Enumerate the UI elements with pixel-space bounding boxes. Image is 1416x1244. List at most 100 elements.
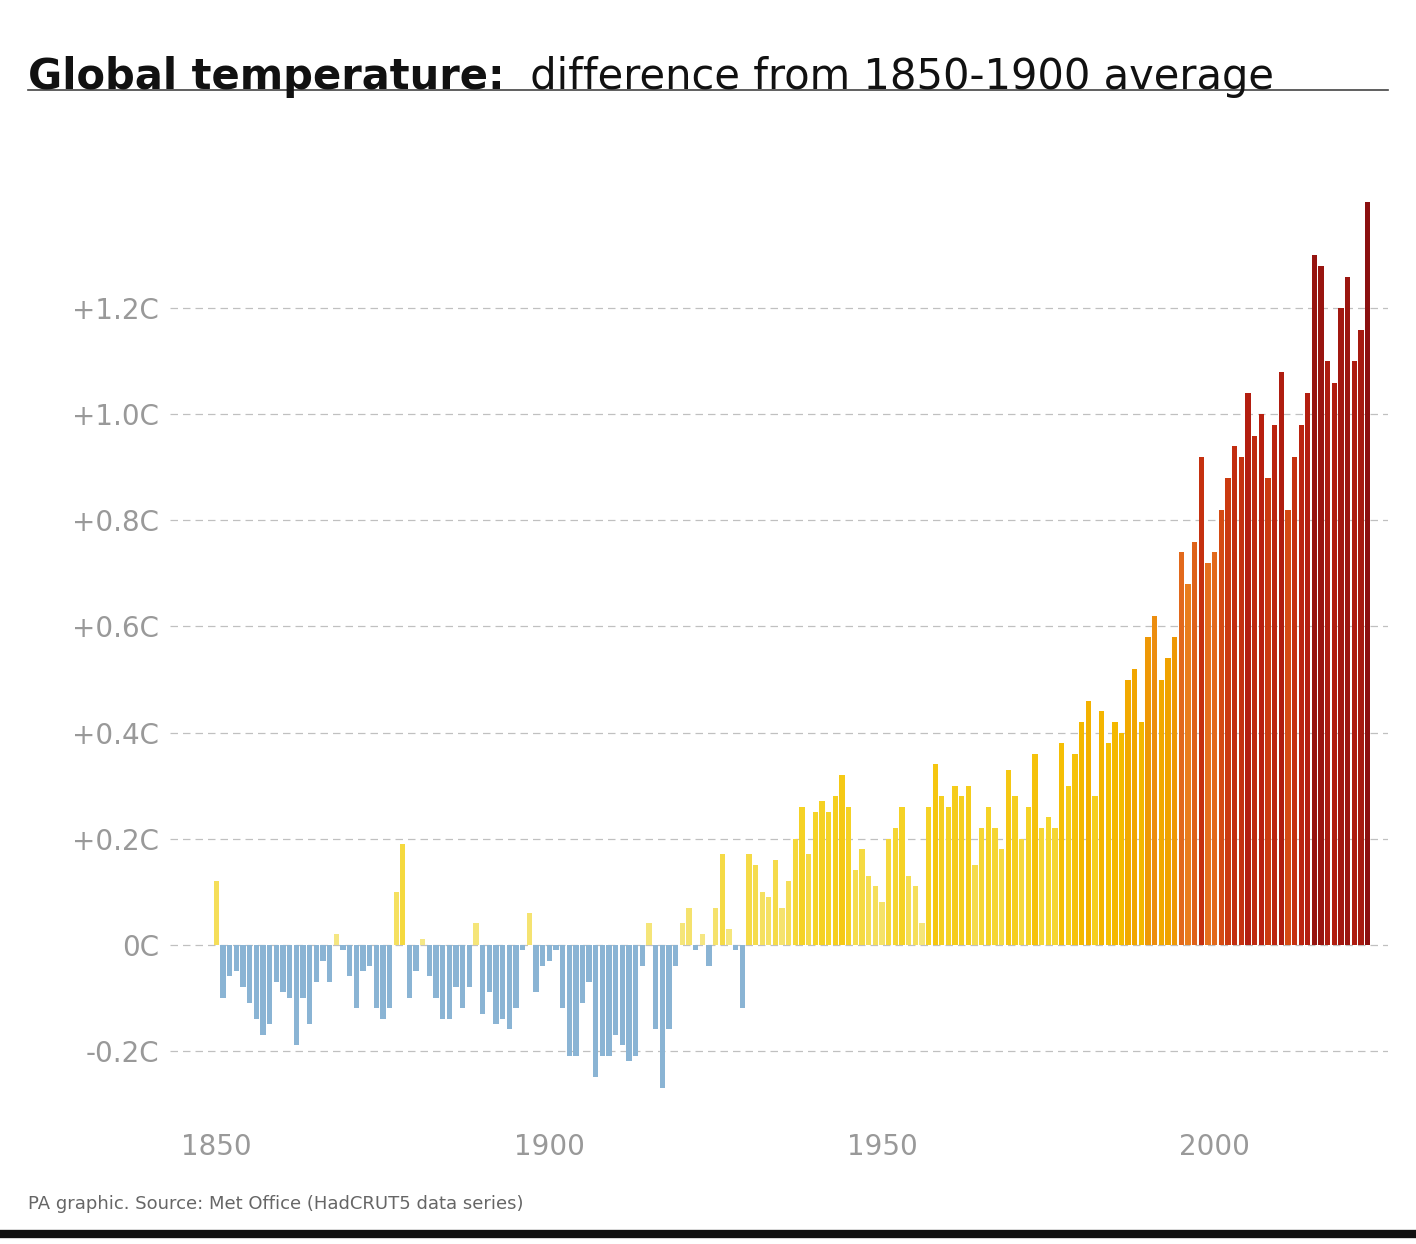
Bar	[1311, 255, 1317, 944]
Bar	[261, 944, 266, 1035]
Bar	[1365, 203, 1371, 944]
Bar	[539, 944, 545, 965]
Bar	[793, 838, 799, 944]
Bar	[1212, 552, 1218, 944]
Bar	[852, 871, 858, 944]
Bar	[692, 944, 698, 950]
Bar	[966, 785, 971, 944]
Bar	[1099, 712, 1104, 944]
Bar	[426, 944, 432, 977]
Bar	[221, 944, 225, 998]
Bar	[413, 944, 419, 972]
Bar	[712, 908, 718, 944]
Text: Global temperature:: Global temperature:	[28, 56, 506, 98]
Bar	[500, 944, 506, 1019]
Bar	[1318, 266, 1324, 944]
Bar	[1185, 585, 1191, 944]
Bar	[779, 908, 784, 944]
Bar	[248, 944, 252, 1003]
Bar	[579, 944, 585, 1003]
Bar	[773, 860, 779, 944]
Bar	[334, 934, 338, 944]
Bar	[1066, 785, 1070, 944]
Bar	[1165, 658, 1171, 944]
Bar	[534, 944, 538, 993]
Bar	[786, 881, 792, 944]
Bar	[753, 865, 758, 944]
Bar	[626, 944, 632, 1061]
Bar	[586, 944, 592, 982]
Bar	[1072, 754, 1078, 944]
Bar	[1245, 393, 1250, 944]
Bar	[566, 944, 572, 1056]
Bar	[600, 944, 605, 1056]
Bar	[1138, 722, 1144, 944]
Bar	[1266, 478, 1270, 944]
Bar	[1106, 743, 1112, 944]
Bar	[733, 944, 738, 950]
Bar	[800, 807, 804, 944]
Bar	[613, 944, 619, 1035]
Bar	[287, 944, 292, 998]
Bar	[1199, 457, 1204, 944]
Bar	[673, 944, 678, 965]
Bar	[1112, 722, 1117, 944]
Bar	[314, 944, 319, 982]
Bar	[273, 944, 279, 982]
Bar	[946, 807, 952, 944]
Bar	[406, 944, 412, 998]
Bar	[480, 944, 486, 1014]
Bar	[906, 876, 912, 944]
Bar	[1092, 796, 1097, 944]
Bar	[320, 944, 326, 960]
Bar	[640, 944, 646, 965]
Bar	[1146, 637, 1151, 944]
Bar	[687, 908, 691, 944]
Bar	[347, 944, 353, 977]
Bar	[1052, 829, 1058, 944]
Bar	[746, 855, 752, 944]
Bar	[453, 944, 459, 986]
Bar	[986, 807, 991, 944]
Bar	[473, 923, 479, 944]
Bar	[606, 944, 612, 1056]
Bar	[653, 944, 658, 1030]
Bar	[327, 944, 333, 982]
Bar	[1039, 829, 1045, 944]
Bar	[719, 855, 725, 944]
Bar	[892, 829, 898, 944]
Bar	[1345, 276, 1351, 944]
Bar	[680, 923, 685, 944]
Bar	[739, 944, 745, 1008]
Bar	[387, 944, 392, 1008]
Bar	[833, 796, 838, 944]
Bar	[234, 944, 239, 972]
Bar	[1225, 478, 1231, 944]
Bar	[1306, 393, 1310, 944]
Bar	[840, 775, 845, 944]
Bar	[1352, 361, 1357, 944]
Bar	[667, 944, 671, 1030]
Bar	[872, 886, 878, 944]
Bar	[293, 944, 299, 1045]
Bar	[1279, 372, 1284, 944]
Bar	[300, 944, 306, 998]
Bar	[860, 850, 865, 944]
Bar	[806, 855, 811, 944]
Bar	[280, 944, 286, 993]
Bar	[1205, 562, 1211, 944]
Bar	[1172, 637, 1177, 944]
Bar	[633, 944, 639, 1056]
Bar	[559, 944, 565, 1008]
Bar	[1192, 541, 1198, 944]
Bar	[620, 944, 624, 1045]
Bar	[307, 944, 313, 1024]
Bar	[926, 807, 932, 944]
Bar	[1045, 817, 1051, 944]
Bar	[507, 944, 513, 1030]
Bar	[487, 944, 491, 993]
Bar	[726, 929, 732, 944]
Bar	[1298, 425, 1304, 944]
Bar	[467, 944, 472, 986]
Bar	[919, 923, 925, 944]
